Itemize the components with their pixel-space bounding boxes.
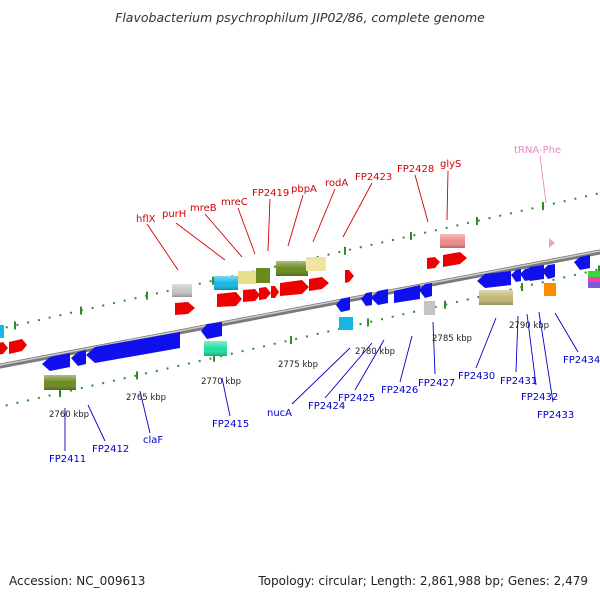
gene-label-fp2427: FP2427 xyxy=(418,378,455,389)
gene-box xyxy=(238,271,256,284)
scale-label: 2790 kbp xyxy=(509,321,549,331)
major-ticks xyxy=(14,202,600,398)
gene-label-fp2415: FP2415 xyxy=(212,419,249,430)
gene-arrow xyxy=(259,287,271,300)
gene-arrow xyxy=(427,257,440,269)
gene-label-fp2430: FP2430 xyxy=(458,371,495,382)
gene-label-fp2425: FP2425 xyxy=(338,393,375,404)
gene-label-hflX: hflX xyxy=(136,214,156,225)
scale-label: 2785 kbp xyxy=(432,334,472,344)
gene-label-fp2411: FP2411 xyxy=(49,454,86,465)
scale-label: 2780 kbp xyxy=(355,347,395,357)
gene-arrow xyxy=(280,280,309,296)
gene-label-trna-phe: tRNA-Phe xyxy=(514,145,561,156)
scale-label: 2760 kbp xyxy=(49,410,89,420)
gene-label-fp2412: FP2412 xyxy=(92,444,129,455)
genome-summary-text: Topology: circular; Length: 2,861,988 bp… xyxy=(258,574,588,588)
gene-arrow xyxy=(511,269,521,282)
gene-label-mreB: mreB xyxy=(190,203,217,214)
trna-arrow xyxy=(549,238,555,248)
gene-label-fp2424: FP2424 xyxy=(308,401,345,412)
genome-backbone-highlight xyxy=(0,250,600,366)
reverse-gene-labels: FP2411 FP2412 claF FP2415 nucA FP2424 FP… xyxy=(49,355,600,465)
gene-arrow xyxy=(336,297,350,312)
accession-text: Accession: NC_009613 xyxy=(9,574,146,588)
gene-arrow xyxy=(175,302,195,315)
gene-label-fp2434: FP2434 xyxy=(563,355,600,366)
scale-label: 2765 kbp xyxy=(126,393,166,403)
gene-arrow xyxy=(443,252,467,267)
gene-arrow xyxy=(309,277,329,291)
gene-box xyxy=(0,325,4,338)
gene-label-claf: claF xyxy=(143,435,163,446)
gene-label-fp2423: FP2423 xyxy=(355,172,392,183)
scale-labels: 2760 kbp 2765 kbp 2770 kbp 2775 kbp 2780… xyxy=(49,321,549,420)
gene-box xyxy=(588,271,600,277)
forward-gene-labels: hflX purH mreB mreC FP2419 pbpA rodA FP2… xyxy=(136,145,561,225)
gene-box xyxy=(256,268,270,283)
gene-arrow xyxy=(419,283,432,298)
gene-arrow xyxy=(574,255,590,270)
gene-arrow xyxy=(371,289,388,305)
gene-arrow xyxy=(524,265,544,281)
gene-arrow xyxy=(86,332,180,363)
gene-box xyxy=(544,283,556,296)
gene-box xyxy=(588,282,600,288)
gene-box xyxy=(588,277,600,282)
gene-arrow xyxy=(394,285,420,303)
scale-label: 2770 kbp xyxy=(201,377,241,387)
reverse-strand-genes xyxy=(42,255,590,390)
gene-arrow xyxy=(42,353,70,371)
gene-arrow xyxy=(201,322,222,339)
gene-arrow xyxy=(243,289,260,302)
gene-box xyxy=(339,317,353,330)
gene-label-fp2419: FP2419 xyxy=(252,188,289,199)
gene-arrow xyxy=(217,292,242,307)
gene-label-purH: purH xyxy=(162,209,186,220)
gene-label-fp2433: FP2433 xyxy=(537,410,574,421)
gene-arrow xyxy=(477,271,511,288)
gene-arrow xyxy=(345,270,354,283)
gene-label-pbpA: pbpA xyxy=(291,184,317,195)
gene-box xyxy=(306,257,326,271)
label-leaders xyxy=(64,155,579,451)
gene-label-rodA: rodA xyxy=(325,178,348,189)
gene-label-fp2426: FP2426 xyxy=(381,385,418,396)
gene-label-mreC: mreC xyxy=(221,197,248,208)
gene-label-fp2428: FP2428 xyxy=(397,164,434,175)
gene-box xyxy=(424,301,435,315)
gene-arrow xyxy=(0,342,8,355)
gene-arrow xyxy=(71,350,86,366)
map-title: Flavobacterium psychrophilum JIP02/86, c… xyxy=(115,10,485,25)
scale-label: 2775 kbp xyxy=(278,360,318,370)
gene-arrow xyxy=(361,292,372,306)
gene-label-fp2432: FP2432 xyxy=(521,392,558,403)
gene-label-nuca: nucA xyxy=(267,408,292,419)
gene-arrow xyxy=(271,286,279,298)
gene-arrow xyxy=(542,264,555,279)
gene-label-fp2431: FP2431 xyxy=(500,376,537,387)
gene-arrow xyxy=(9,339,27,354)
forward-strand-genes xyxy=(0,234,600,355)
gene-label-glyS: glyS xyxy=(440,159,461,170)
